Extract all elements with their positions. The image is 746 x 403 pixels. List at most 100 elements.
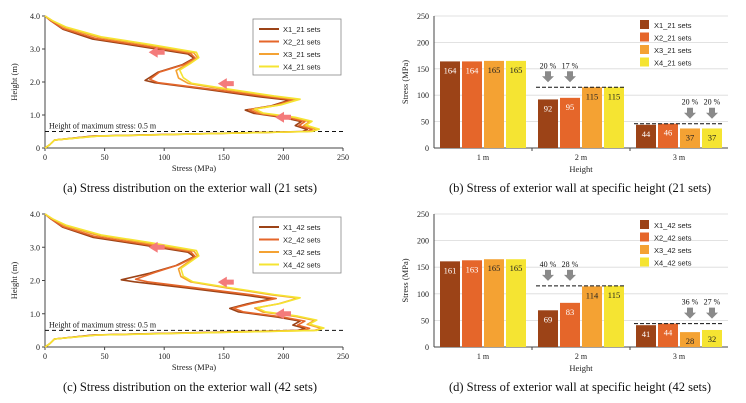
bar-value-label: 165 (488, 65, 501, 75)
legend-entry: X4_21 sets (283, 63, 321, 72)
panel-d-bar-stress-42-sets: 0 50 100 150 200 250 Stress (MPa) Height 1 m 161 1… (400, 210, 728, 394)
reduction-arrow-icon (706, 107, 718, 119)
bar-x4-42-sets (604, 285, 624, 347)
bar-value-label: 37 (686, 132, 695, 142)
legend-swatch (640, 57, 649, 67)
bar-x1-42-sets (636, 325, 656, 347)
y-tick-label: 250 (417, 12, 429, 21)
reduction-arrow-icon (542, 269, 554, 281)
bar-x3-21-sets (582, 87, 602, 148)
reduction-percentage-label: 40 % (540, 260, 557, 269)
reduction-arrow-icon (684, 307, 696, 319)
category-label: 2 m (575, 153, 588, 162)
legend-entry: X2_42 sets (654, 234, 692, 243)
legend-entry: X3_42 sets (283, 248, 321, 257)
legend-entry: X1_42 sets (283, 223, 321, 232)
category-label: 1 m (477, 352, 490, 361)
bar-value-label: 69 (544, 314, 553, 324)
y-tick-label: 0 (36, 144, 40, 153)
y-tick-label: 0 (425, 343, 429, 352)
y-tick-label: 3.0 (30, 243, 40, 252)
y-tick-label: 0 (425, 144, 429, 153)
legend-swatch (640, 20, 649, 29)
y-tick-label: 1.0 (30, 310, 40, 319)
y-axis-label: Stress (MPa) (400, 60, 410, 104)
reduction-arrow-icon (706, 307, 718, 319)
bar-x4-21-sets (506, 60, 526, 148)
category-label: 3 m (673, 352, 686, 361)
x-tick-label: 150 (218, 153, 230, 162)
x-axis-label: Stress (MPa) (172, 163, 216, 173)
bar-x3-21-sets (680, 128, 700, 148)
legend-entry: X1_21 sets (654, 21, 692, 30)
bar-x4-21-sets (702, 128, 722, 148)
reduction-arrow-icon (542, 71, 554, 83)
bar-x1-42-sets (440, 261, 460, 347)
bar-x2-42-sets (560, 302, 580, 347)
bar-x3-21-sets (484, 60, 504, 148)
x-tick-label: 200 (277, 153, 289, 162)
y-tick-label: 200 (417, 38, 429, 47)
y-tick-label: 100 (417, 91, 429, 100)
bar-value-label: 161 (444, 265, 457, 275)
bar-x1-21-sets (440, 61, 460, 148)
x-tick-label: 150 (218, 352, 230, 361)
reduction-percentage-label: 20 % (682, 98, 699, 107)
bar-value-label: 115 (608, 290, 620, 300)
legend-entry: X2_42 sets (283, 236, 321, 245)
bar-x4-21-sets (604, 87, 624, 148)
bar-value-label: 41 (642, 329, 651, 339)
bar-x2-42-sets (462, 260, 482, 347)
y-tick-label: 250 (417, 210, 429, 219)
bar-value-label: 115 (608, 91, 620, 101)
bar-value-label: 163 (466, 264, 479, 274)
x-tick-label: 100 (158, 153, 170, 162)
y-tick-label: 50 (421, 118, 429, 127)
legend-swatch (640, 220, 649, 229)
bar-value-label: 44 (642, 129, 651, 139)
y-axis-label: Stress (MPa) (400, 258, 410, 302)
legend-entry: X2_21 sets (283, 38, 321, 47)
bar-value-label: 95 (566, 102, 575, 112)
legend-swatch (640, 257, 649, 267)
bar-x4-42-sets (506, 259, 526, 347)
y-tick-label: 200 (417, 237, 429, 246)
panel-caption: (c) Stress distribution on the exterior … (63, 380, 317, 394)
shift-arrow-icon (148, 241, 165, 253)
x-tick-label: 0 (43, 153, 47, 162)
legend-swatch (640, 245, 649, 254)
bar-x3-42-sets (582, 286, 602, 347)
y-tick-label: 4.0 (30, 210, 40, 219)
bar-value-label: 114 (586, 290, 599, 300)
x-tick-label: 250 (337, 352, 349, 361)
panel-caption: (d) Stress of exterior wall at specific … (449, 380, 711, 394)
bar-x4-42-sets (702, 329, 722, 347)
bar-x2-21-sets (658, 123, 678, 148)
bar-value-label: 44 (664, 328, 673, 338)
legend-entry: X4_42 sets (654, 259, 692, 268)
bar-value-label: 164 (444, 65, 458, 75)
y-tick-label: 1.0 (30, 111, 40, 120)
shift-arrow-icon (217, 78, 234, 90)
reduction-percentage-label: 28 % (562, 260, 579, 269)
y-tick-label: 0 (36, 343, 40, 352)
bar-x2-21-sets (560, 97, 580, 148)
category-label: 1 m (477, 153, 490, 162)
panel-caption: (b) Stress of exterior wall at specific … (449, 181, 711, 195)
bar-value-label: 165 (510, 263, 523, 273)
bar-value-label: 32 (708, 334, 717, 344)
bar-value-label: 165 (488, 263, 501, 273)
y-tick-label: 50 (421, 316, 429, 325)
bar-x1-21-sets (636, 124, 656, 148)
legend-swatch (640, 32, 649, 42)
panel-caption: (a) Stress distribution on the exterior … (63, 181, 317, 195)
bar-x1-42-sets (538, 310, 558, 347)
y-axis-label: Height (m) (9, 262, 19, 300)
bar-value-label: 165 (510, 65, 523, 75)
bar-x1-21-sets (538, 99, 558, 148)
x-tick-label: 0 (43, 352, 47, 361)
legend-swatch (640, 232, 649, 242)
bar-value-label: 37 (708, 132, 717, 142)
legend-entry: X3_21 sets (283, 50, 321, 59)
